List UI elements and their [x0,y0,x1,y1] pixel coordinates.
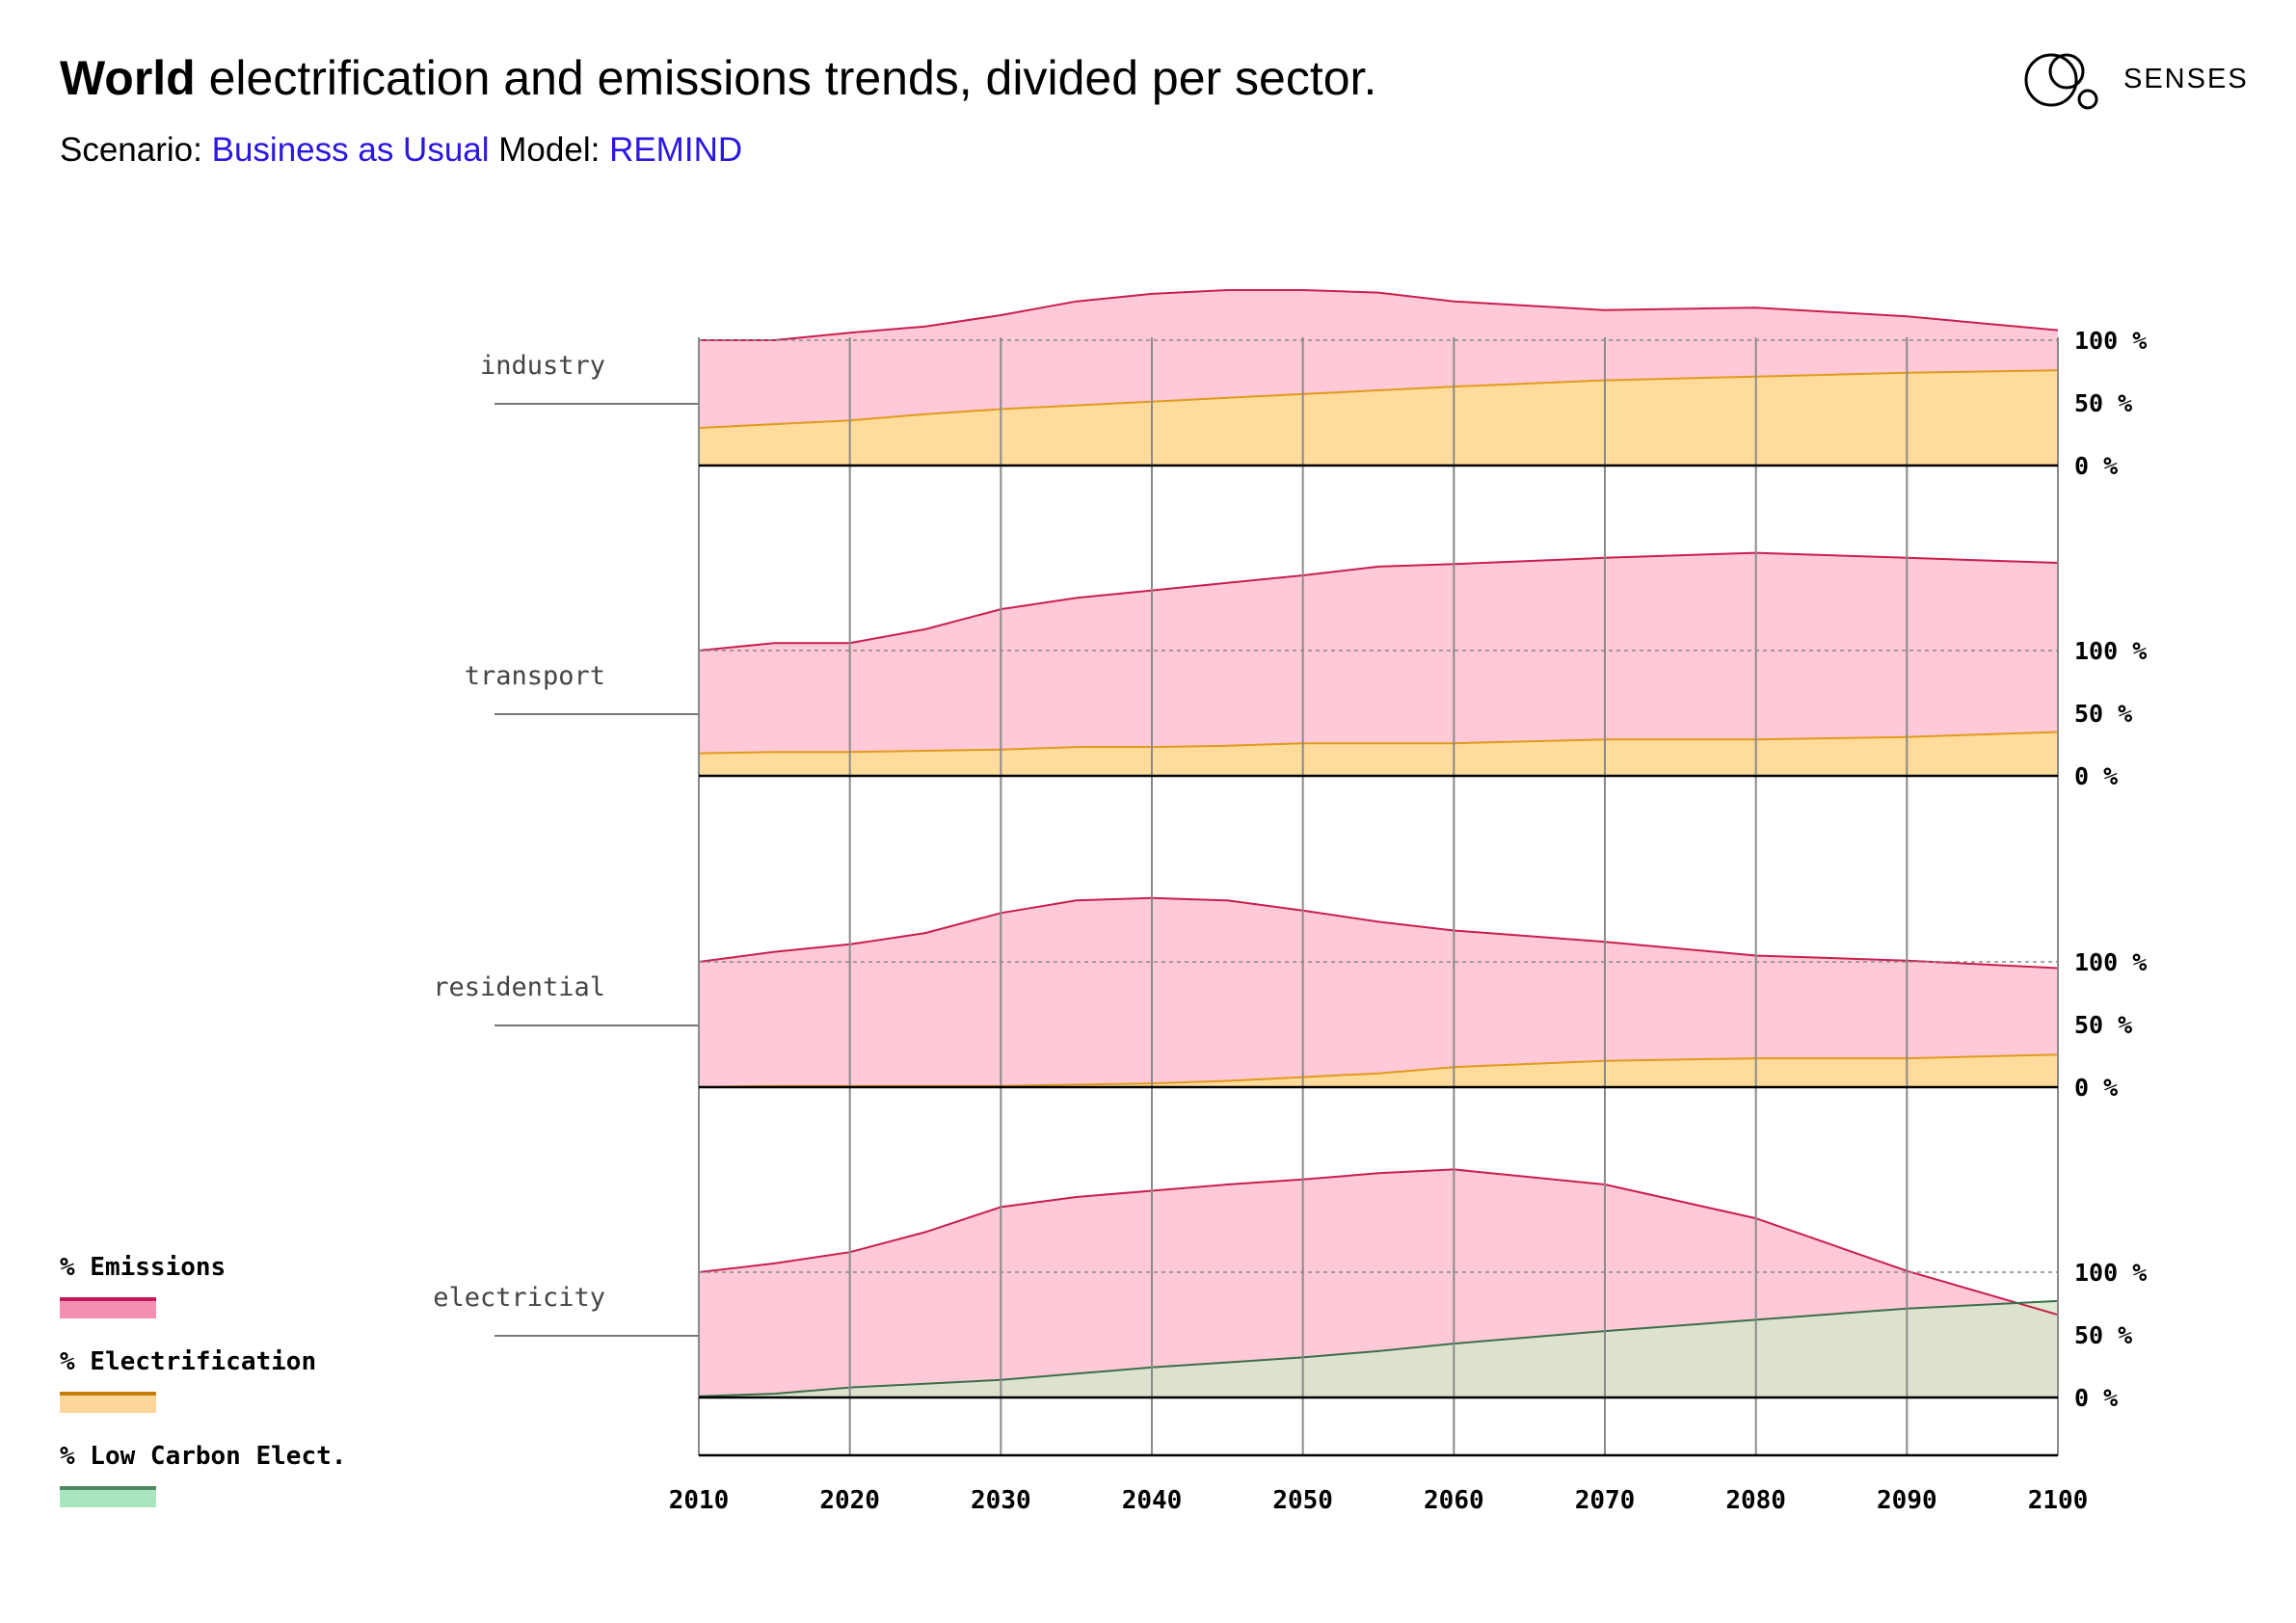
emissions-line-industry [699,289,2059,341]
emissions-area-residential [699,897,2058,1087]
scenario-label: Scenario: [60,131,202,169]
electrification-area-residential [699,1054,2058,1087]
xtick-2030: 2030 [971,1486,1031,1515]
legend-swatch-lowcarbon [60,1486,156,1507]
ytick-transport-1: 50 % [2074,700,2132,728]
chart-title: World electrification and emissions tren… [60,50,1376,106]
chart-subtitle: Scenario: Business as Usual Model: REMIN… [60,131,742,170]
xtick-2080: 2080 [1725,1486,1786,1515]
ytick-transport-2: 0 % [2074,762,2118,790]
legend-label-electrification: % Electrification [60,1347,317,1376]
panel-label-industry: industry [480,351,605,381]
xtick-2100: 2100 [2028,1486,2089,1515]
xtick-2010: 2010 [669,1486,730,1515]
xtick-2090: 2090 [1877,1486,1937,1515]
emissions-area-transport [699,552,2058,776]
lowcarbon-area-electricity [699,1300,2058,1397]
scenario-link[interactable]: Business as Usual [211,131,490,169]
xtick-2040: 2040 [1122,1486,1183,1515]
legend-item-emissions: % Emissions [60,1253,227,1318]
logo-text: SENSES [2123,64,2249,94]
title-region: World [60,51,196,105]
lowcarbon-line-electricity [698,1299,2059,1397]
ytick-transport-0: 100 % [2074,637,2147,665]
model-link[interactable]: REMIND [609,131,743,169]
panel-label-transport: transport [465,661,605,691]
legend-item-electrification: % Electrification [60,1347,317,1413]
panel-label-residential: residential [433,972,605,1002]
electrification-area-transport [699,732,2058,776]
xtick-2060: 2060 [1424,1486,1484,1515]
legend-swatch-electrification [60,1392,156,1413]
emissions-line-transport [698,551,2059,652]
ytick-residential-0: 100 % [2074,948,2147,976]
ytick-electricity-2: 0 % [2074,1384,2118,1412]
ytick-electricity-0: 100 % [2074,1259,2147,1287]
ytick-residential-2: 0 % [2074,1074,2118,1102]
xtick-2020: 2020 [819,1486,880,1515]
ytick-residential-1: 50 % [2074,1011,2132,1039]
ytick-industry-1: 50 % [2074,389,2132,417]
legend-label-lowcarbon: % Low Carbon Elect. [60,1442,347,1471]
electrification-line-industry [698,369,2059,429]
title-text: electrification and emissions trends, di… [195,51,1377,105]
senses-logo-icon [2024,53,2098,110]
ytick-electricity-1: 50 % [2074,1321,2132,1349]
model-label: Model: [498,131,601,169]
panel-label-electricity: electricity [433,1283,605,1313]
emissions-line-residential [698,896,2059,970]
legend-item-lowcarbon: % Low Carbon Elect. [60,1442,347,1507]
legend-label-emissions: % Emissions [60,1253,227,1282]
xtick-2070: 2070 [1575,1486,1636,1515]
legend-swatch-emissions [60,1297,156,1318]
emissions-line-electricity [698,1168,2059,1317]
electrification-line-residential [698,1053,2059,1088]
electrification-line-transport [698,731,2059,755]
ytick-industry-0: 100 % [2074,327,2147,355]
electrification-area-industry [699,370,2058,466]
ytick-industry-2: 0 % [2074,452,2118,480]
xtick-2050: 2050 [1272,1486,1333,1515]
